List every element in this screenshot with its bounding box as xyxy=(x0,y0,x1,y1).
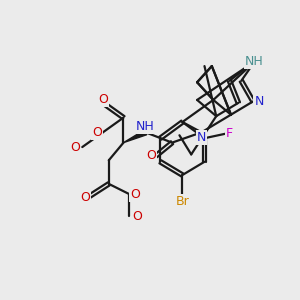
Text: O: O xyxy=(92,126,102,139)
Text: O: O xyxy=(80,190,90,204)
Polygon shape xyxy=(124,130,147,142)
Text: O: O xyxy=(130,188,140,201)
Text: O: O xyxy=(132,210,142,223)
Text: Br: Br xyxy=(176,195,189,208)
Text: F: F xyxy=(226,127,233,140)
Text: N: N xyxy=(197,131,206,144)
Text: NH: NH xyxy=(136,120,155,133)
Text: O: O xyxy=(146,149,156,162)
Text: NH: NH xyxy=(245,55,264,68)
Text: N: N xyxy=(254,95,264,108)
Text: O: O xyxy=(98,93,108,106)
Text: O: O xyxy=(70,141,80,154)
